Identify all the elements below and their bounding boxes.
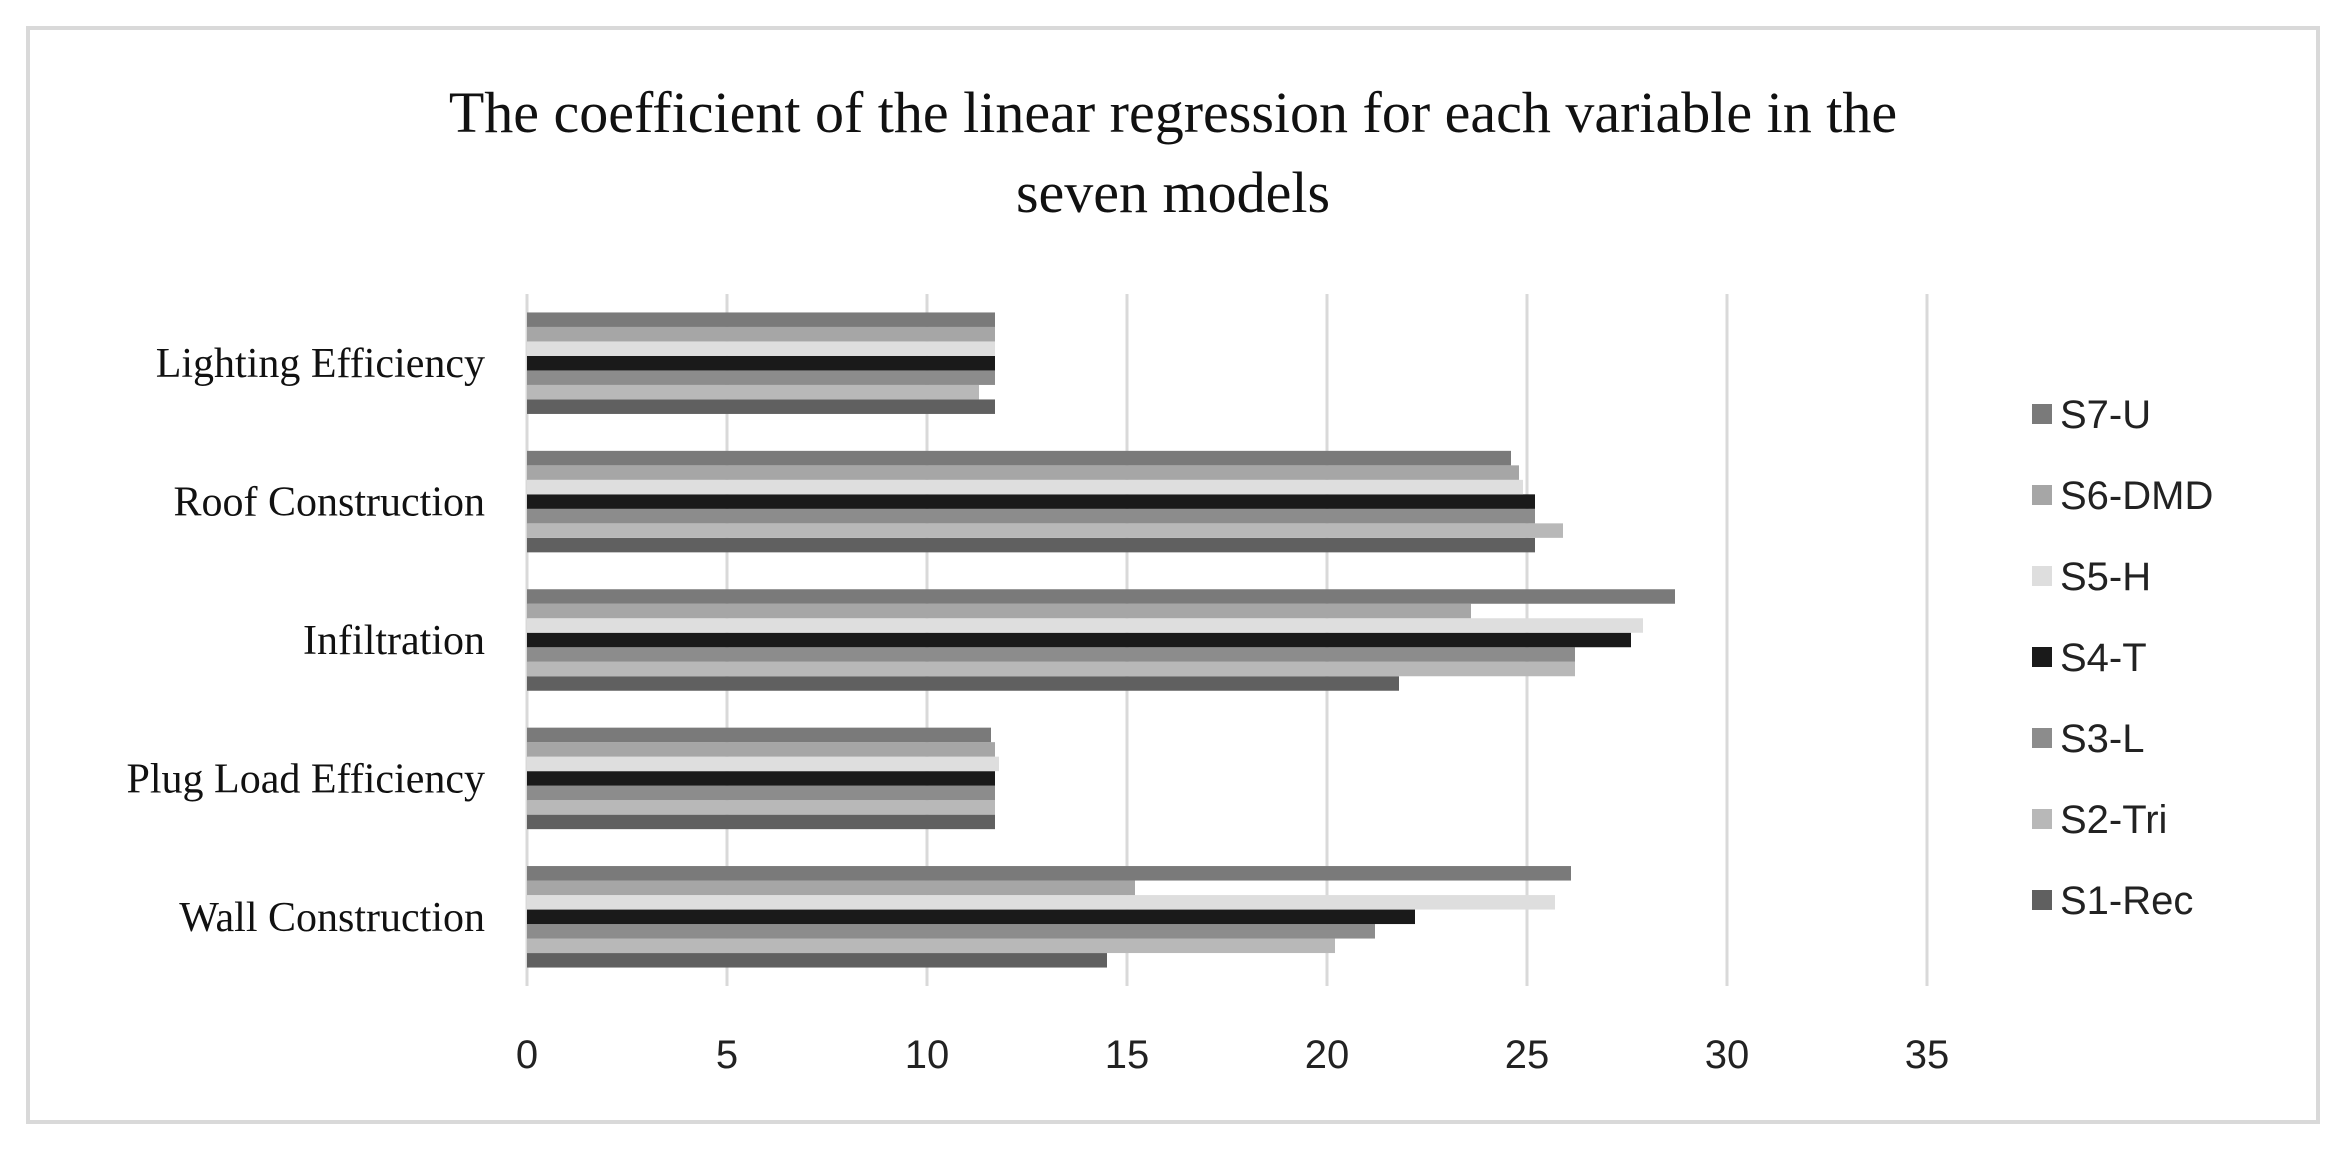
category-label-plug-load-efficiency: Plug Load Efficiency (127, 756, 485, 802)
legend-swatch-s3-l (2032, 728, 2052, 748)
bar-s2-tri-infiltration (527, 661, 1575, 677)
x-tick-label-0: 0 (516, 1033, 538, 1077)
bar-s6-dmd-infiltration (527, 603, 1471, 619)
chart-title: The coefficient of the linear regression… (449, 80, 1897, 225)
bar-s7-u-lighting-efficiency (527, 312, 995, 327)
category-label-infiltration: Infiltration (303, 618, 485, 664)
chart-title-line-2: seven models (1016, 160, 1330, 225)
category-label-wall-construction: Wall Construction (179, 895, 485, 941)
category-labels: Wall Construction Plug Load Efficiency Inf… (127, 341, 485, 941)
bar-s3-l-plug-load-efficiency (527, 785, 995, 801)
x-axis-tick-labels: 0 5 10 15 20 25 30 35 (516, 1033, 1949, 1077)
legend-label-s2-tri: S2-Tri (2060, 798, 2167, 842)
legend-swatch-s1-rec (2032, 890, 2052, 910)
bar-s4-t-infiltration (527, 632, 1631, 648)
legend-label-s5-h: S5-H (2060, 555, 2151, 599)
legend-swatch-s5-h (2032, 566, 2052, 586)
bar-s2-tri-plug-load-efficiency (527, 800, 995, 815)
bar-s1-rec-lighting-efficiency (527, 399, 995, 414)
legend-label-s6-dmd: S6-DMD (2060, 474, 2213, 518)
bar-s7-u-roof-construction (527, 450, 1511, 466)
bar-s2-tri-roof-construction (527, 523, 1563, 538)
bar-s6-dmd-roof-construction (527, 465, 1519, 480)
bar-s7-u-plug-load-efficiency (527, 727, 991, 743)
bar-s5-h-roof-construction (527, 479, 1523, 495)
bar-s5-h-lighting-efficiency (527, 341, 995, 356)
legend-swatch-s2-tri (2032, 809, 2052, 829)
bar-s2-tri-lighting-efficiency (527, 384, 979, 400)
bar-s4-t-lighting-efficiency (527, 355, 995, 371)
bar-s6-dmd-plug-load-efficiency (527, 742, 995, 757)
bar-s7-u-wall-construction (527, 866, 1571, 881)
x-tick-label-30: 30 (1705, 1033, 1750, 1077)
x-tick-label-20: 20 (1305, 1033, 1350, 1077)
bar-s1-rec-wall-construction (527, 953, 1107, 968)
legend-swatch-s4-t (2032, 647, 2052, 667)
bar-s6-dmd-wall-construction (527, 880, 1135, 896)
bar-s5-h-infiltration (527, 618, 1643, 633)
bar-s4-t-plug-load-efficiency (527, 771, 995, 786)
legend: S7-U S6-DMD S5-H S4-T S3-L S2-Tri S1-Rec (2032, 393, 2213, 923)
legend-label-s1-rec: S1-Rec (2060, 879, 2193, 923)
legend-label-s4-t: S4-T (2060, 636, 2147, 680)
bar-s1-rec-infiltration (527, 676, 1399, 691)
bar-s4-t-wall-construction (527, 909, 1415, 925)
x-tick-label-15: 15 (1105, 1033, 1150, 1077)
bar-s5-h-wall-construction (527, 895, 1555, 910)
legend-swatch-s6-dmd (2032, 485, 2052, 505)
category-label-roof-construction: Roof Construction (174, 480, 486, 526)
bar-s5-h-plug-load-efficiency (527, 756, 999, 772)
x-tick-label-5: 5 (716, 1033, 738, 1077)
x-tick-label-25: 25 (1505, 1033, 1550, 1077)
bar-chart: The coefficient of the linear regression… (127, 80, 2214, 1077)
chart-title-line-1: The coefficient of the linear regression… (449, 80, 1897, 145)
bar-s3-l-roof-construction (527, 508, 1535, 524)
chart-frame: The coefficient of the linear regression… (26, 26, 2320, 1124)
bar-s4-t-roof-construction (527, 494, 1535, 509)
x-tick-label-10: 10 (905, 1033, 950, 1077)
bar-s1-rec-plug-load-efficiency (527, 814, 995, 830)
bar-s7-u-infiltration (527, 589, 1675, 604)
category-label-lighting-efficiency: Lighting Efficiency (156, 341, 485, 387)
x-tick-label-35: 35 (1905, 1033, 1950, 1077)
bar-s6-dmd-lighting-efficiency (527, 326, 995, 342)
legend-label-s3-l: S3-L (2060, 717, 2145, 761)
bar-s3-l-infiltration (527, 647, 1575, 662)
bars (527, 312, 1675, 968)
legend-label-s7-u: S7-U (2060, 393, 2151, 437)
bar-s2-tri-wall-construction (527, 938, 1335, 954)
bar-s3-l-wall-construction (527, 924, 1375, 939)
bar-s1-rec-roof-construction (527, 537, 1535, 553)
legend-swatch-s7-u (2032, 404, 2052, 424)
bar-s3-l-lighting-efficiency (527, 370, 995, 385)
